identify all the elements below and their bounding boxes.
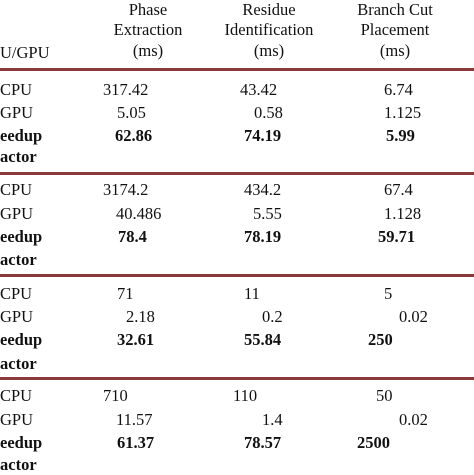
- row-label-cpu: CPU: [0, 386, 33, 405]
- cell: 50: [376, 386, 393, 405]
- cell: 67.4: [384, 180, 413, 199]
- header-phase-line3: (ms): [132, 41, 164, 60]
- cell: 317.42: [103, 80, 149, 99]
- row-label-speedup: eedup: [0, 126, 43, 145]
- cell: 55.84: [244, 330, 282, 349]
- header-branch-line3: (ms): [379, 41, 411, 60]
- header-device: U/GPU: [0, 43, 50, 62]
- cell: 6.74: [384, 80, 413, 99]
- cell: 40.486: [116, 204, 162, 223]
- row-label-gpu: GPU: [0, 103, 34, 122]
- cell: 2500: [357, 433, 390, 452]
- header-phase-line1: Phase: [128, 0, 168, 19]
- group-divider: [0, 274, 474, 277]
- row-label-factor: actor: [0, 354, 37, 373]
- header-branch-line2: Placement: [360, 20, 430, 39]
- cell: 250: [368, 330, 393, 349]
- cell: 11.57: [116, 410, 153, 429]
- header-residue-line1: Residue: [242, 0, 296, 19]
- row-label-speedup: eedup: [0, 330, 43, 349]
- cell: 78.4: [118, 227, 147, 246]
- cell: 1.125: [384, 103, 422, 122]
- cell: 434.2: [244, 180, 282, 199]
- cell: 110: [233, 386, 258, 405]
- cell: 5.55: [253, 204, 282, 223]
- cell: 5: [384, 284, 393, 303]
- cell: 43.42: [240, 80, 278, 99]
- cell: 32.61: [117, 330, 155, 349]
- row-label-gpu: GPU: [0, 307, 34, 326]
- row-label-factor: actor: [0, 250, 37, 269]
- header-phase-line2: Extraction: [113, 20, 183, 39]
- row-label-cpu: CPU: [0, 180, 33, 199]
- row-label-cpu: CPU: [0, 80, 33, 99]
- row-label-factor: actor: [0, 455, 37, 474]
- cell: 3174.2: [103, 180, 149, 199]
- header-residue-line3: (ms): [253, 41, 285, 60]
- cell: 0.2: [262, 307, 283, 326]
- cell: 5.05: [117, 103, 146, 122]
- cell: 5.99: [386, 126, 415, 145]
- cell: 1.4: [262, 410, 283, 429]
- cell: 2.18: [126, 307, 155, 326]
- cell: 0.58: [254, 103, 283, 122]
- cell: 61.37: [117, 433, 155, 452]
- header-residue-line2: Identification: [224, 20, 314, 39]
- row-label-speedup: eedup: [0, 433, 43, 452]
- row-label-gpu: GPU: [0, 410, 34, 429]
- cell: 62.86: [115, 126, 153, 145]
- cell: 710: [103, 386, 128, 405]
- cell: 1.128: [384, 204, 422, 223]
- cell: 59.71: [378, 227, 416, 246]
- row-label-cpu: CPU: [0, 284, 33, 303]
- cell: 74.19: [244, 126, 282, 145]
- cell: 71: [117, 284, 134, 303]
- cell: 0.02: [399, 410, 428, 429]
- row-label-factor: actor: [0, 147, 37, 166]
- cell: 11: [244, 284, 260, 303]
- cell: 0.02: [399, 307, 428, 326]
- row-label-speedup: eedup: [0, 227, 43, 246]
- cell: 78.19: [244, 227, 282, 246]
- group-divider: [0, 172, 474, 175]
- group-divider: [0, 377, 474, 380]
- row-label-gpu: GPU: [0, 204, 34, 223]
- cell: 78.57: [244, 433, 282, 452]
- header-branch-line1: Branch Cut: [357, 0, 433, 19]
- group-divider: [0, 68, 474, 71]
